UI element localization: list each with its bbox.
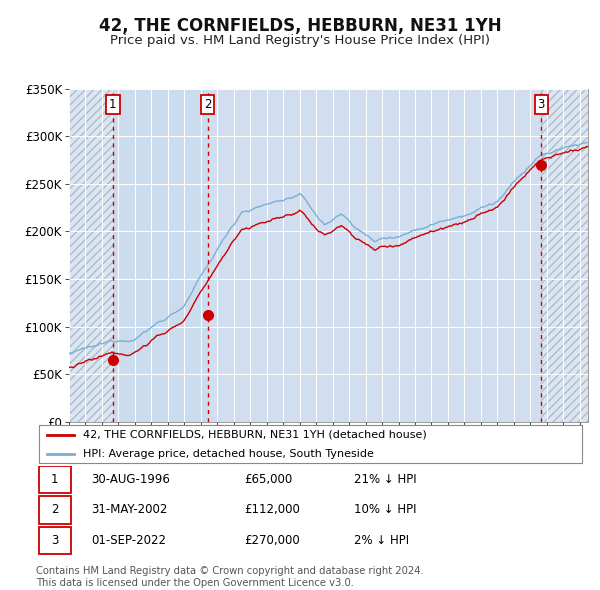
Text: HPI: Average price, detached house, South Tyneside: HPI: Average price, detached house, Sout… xyxy=(83,449,374,459)
Text: £65,000: £65,000 xyxy=(245,473,293,486)
Text: 21% ↓ HPI: 21% ↓ HPI xyxy=(355,473,417,486)
Text: 1: 1 xyxy=(109,98,116,111)
Text: 42, THE CORNFIELDS, HEBBURN, NE31 1YH (detached house): 42, THE CORNFIELDS, HEBBURN, NE31 1YH (d… xyxy=(83,430,427,440)
Text: 10% ↓ HPI: 10% ↓ HPI xyxy=(355,503,417,516)
Text: £270,000: £270,000 xyxy=(245,534,301,547)
Bar xyxy=(541,88,588,422)
Bar xyxy=(113,88,208,422)
Text: 2: 2 xyxy=(51,503,58,516)
Text: 2% ↓ HPI: 2% ↓ HPI xyxy=(355,534,410,547)
FancyBboxPatch shape xyxy=(39,466,71,493)
FancyBboxPatch shape xyxy=(39,425,582,463)
Bar xyxy=(541,88,588,422)
Bar xyxy=(208,88,541,422)
Text: 1: 1 xyxy=(51,473,58,486)
Text: 30-AUG-1996: 30-AUG-1996 xyxy=(91,473,170,486)
Text: 01-SEP-2022: 01-SEP-2022 xyxy=(91,534,166,547)
FancyBboxPatch shape xyxy=(39,496,71,524)
Text: Contains HM Land Registry data © Crown copyright and database right 2024.
This d: Contains HM Land Registry data © Crown c… xyxy=(36,566,424,588)
Text: 3: 3 xyxy=(538,98,545,111)
Text: £112,000: £112,000 xyxy=(245,503,301,516)
Bar xyxy=(69,88,113,422)
Text: 3: 3 xyxy=(51,534,58,547)
Text: 31-MAY-2002: 31-MAY-2002 xyxy=(91,503,167,516)
FancyBboxPatch shape xyxy=(39,527,71,554)
Text: 42, THE CORNFIELDS, HEBBURN, NE31 1YH: 42, THE CORNFIELDS, HEBBURN, NE31 1YH xyxy=(98,17,502,35)
Text: Price paid vs. HM Land Registry's House Price Index (HPI): Price paid vs. HM Land Registry's House … xyxy=(110,34,490,47)
Text: 2: 2 xyxy=(204,98,211,111)
